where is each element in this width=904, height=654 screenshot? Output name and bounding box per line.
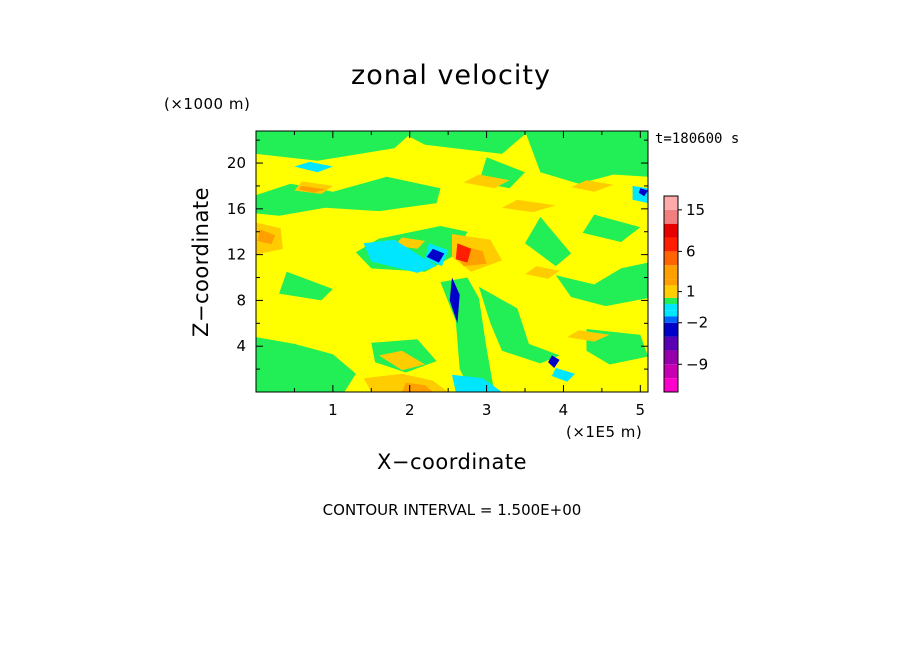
time-label: t=180600 s xyxy=(655,131,739,147)
colorbar-band xyxy=(664,297,678,305)
colorbar-band xyxy=(664,316,678,323)
colorbar-band xyxy=(664,223,678,238)
x-tick-label: 3 xyxy=(482,401,492,419)
x-tick-label: 2 xyxy=(405,401,415,419)
contour-region xyxy=(567,330,610,342)
contour-region xyxy=(502,199,556,213)
x-tick-label: 4 xyxy=(559,401,569,419)
y-tick-label: 20 xyxy=(227,154,246,172)
colorbar-tick-label: 1 xyxy=(686,283,696,301)
contour-region xyxy=(279,271,333,301)
colorbar-band xyxy=(664,322,678,337)
colorbar-band xyxy=(664,291,678,298)
contour-region xyxy=(455,243,472,263)
contour-region xyxy=(551,368,575,382)
colorbar-band xyxy=(664,265,678,280)
contour-region xyxy=(398,131,529,154)
colorbar-tick-label: −9 xyxy=(686,355,708,373)
colorbar-band xyxy=(664,196,678,210)
colorbar xyxy=(663,195,679,393)
y-tick-label: 8 xyxy=(236,291,246,309)
contour-region xyxy=(294,161,333,173)
x-axis-title: X−coordinate xyxy=(377,450,527,474)
colorbar-band xyxy=(664,304,678,311)
colorbar-labels: 15 6 1 −2 −9 xyxy=(678,201,708,373)
colorbar-band xyxy=(664,285,678,292)
contour-region xyxy=(298,185,326,193)
colorbar-band xyxy=(664,336,678,351)
contour-region xyxy=(257,229,276,245)
contour-region xyxy=(256,337,356,392)
colorbar-band xyxy=(664,310,678,317)
y-tick-label: 16 xyxy=(227,200,246,218)
contour-region xyxy=(256,131,414,161)
chart-title: zonal velocity xyxy=(351,60,551,91)
field-layer xyxy=(256,131,648,392)
colorbar-band xyxy=(664,378,678,392)
contour-region xyxy=(555,262,648,307)
colorbar-band xyxy=(664,237,678,252)
plot-area xyxy=(255,130,649,393)
y-unit-label: (×1000 m) xyxy=(164,95,250,113)
contour-region xyxy=(525,216,572,267)
contour-interval-label: CONTOUR INTERVAL = 1.500E+00 xyxy=(323,501,582,519)
colorbar-band xyxy=(664,350,678,365)
contour-region xyxy=(452,374,502,392)
colorbar-tick-label: 15 xyxy=(686,201,705,219)
x-tick-label: 5 xyxy=(636,401,646,419)
y-tick-label: 4 xyxy=(236,337,246,355)
contour-region xyxy=(449,277,460,324)
contour-region xyxy=(525,131,648,184)
y-ticks: 4 8 12 16 20 xyxy=(227,139,648,370)
contour-region xyxy=(426,248,445,263)
colorbar-tick-label: −2 xyxy=(686,314,708,332)
contour-region xyxy=(478,286,560,364)
plot-frame xyxy=(255,130,649,393)
contour-region xyxy=(638,188,648,197)
y-tick-label: 12 xyxy=(227,246,246,264)
contour-region xyxy=(582,214,641,242)
colorbar-band xyxy=(664,209,678,224)
contour-region xyxy=(525,266,560,279)
colorbar-band xyxy=(664,279,678,286)
contour-region xyxy=(548,355,560,368)
colorbar-band xyxy=(664,364,678,379)
x-tick-label: 1 xyxy=(328,401,338,419)
contour-region xyxy=(363,239,437,273)
y-axis-title: Z−coordinate xyxy=(189,187,213,337)
x-ticks: 1 2 3 4 5 xyxy=(293,131,646,419)
contour-region xyxy=(379,350,426,371)
contour-region xyxy=(571,180,614,192)
colorbar-frame xyxy=(663,195,679,393)
colorbar-band xyxy=(664,251,678,266)
colorbar-tick-label: 6 xyxy=(686,242,696,260)
contour-region xyxy=(463,174,510,189)
x-unit-label: (×1E5 m) xyxy=(566,423,642,441)
